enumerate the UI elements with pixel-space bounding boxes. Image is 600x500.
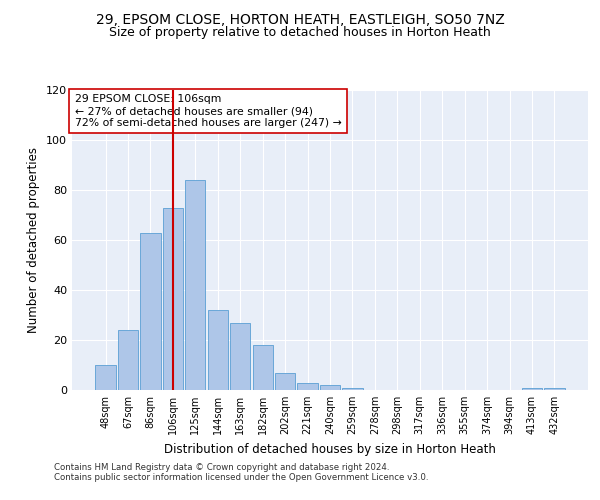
Bar (343, 388, 362, 390)
Text: 29 EPSOM CLOSE: 106sqm
← 27% of detached houses are smaller (94)
72% of semi-det: 29 EPSOM CLOSE: 106sqm ← 27% of detached… (74, 94, 341, 128)
Bar (208, 310, 228, 390)
Bar (230, 322, 250, 390)
Text: Contains HM Land Registry data © Crown copyright and database right 2024.: Contains HM Land Registry data © Crown c… (54, 464, 389, 472)
Bar (522, 388, 542, 390)
Y-axis label: Number of detached properties: Number of detached properties (28, 147, 40, 333)
Text: Contains public sector information licensed under the Open Government Licence v3: Contains public sector information licen… (54, 474, 428, 482)
Bar (118, 330, 138, 390)
Bar (320, 385, 340, 390)
Bar (163, 208, 183, 390)
X-axis label: Distribution of detached houses by size in Horton Heath: Distribution of detached houses by size … (164, 442, 496, 456)
Bar (95, 365, 116, 390)
Bar (185, 180, 205, 390)
Bar (253, 345, 273, 390)
Bar (544, 388, 565, 390)
Text: 29, EPSOM CLOSE, HORTON HEATH, EASTLEIGH, SO50 7NZ: 29, EPSOM CLOSE, HORTON HEATH, EASTLEIGH… (95, 12, 505, 26)
Bar (140, 232, 161, 390)
Bar (275, 372, 295, 390)
Bar (298, 382, 317, 390)
Text: Size of property relative to detached houses in Horton Heath: Size of property relative to detached ho… (109, 26, 491, 39)
